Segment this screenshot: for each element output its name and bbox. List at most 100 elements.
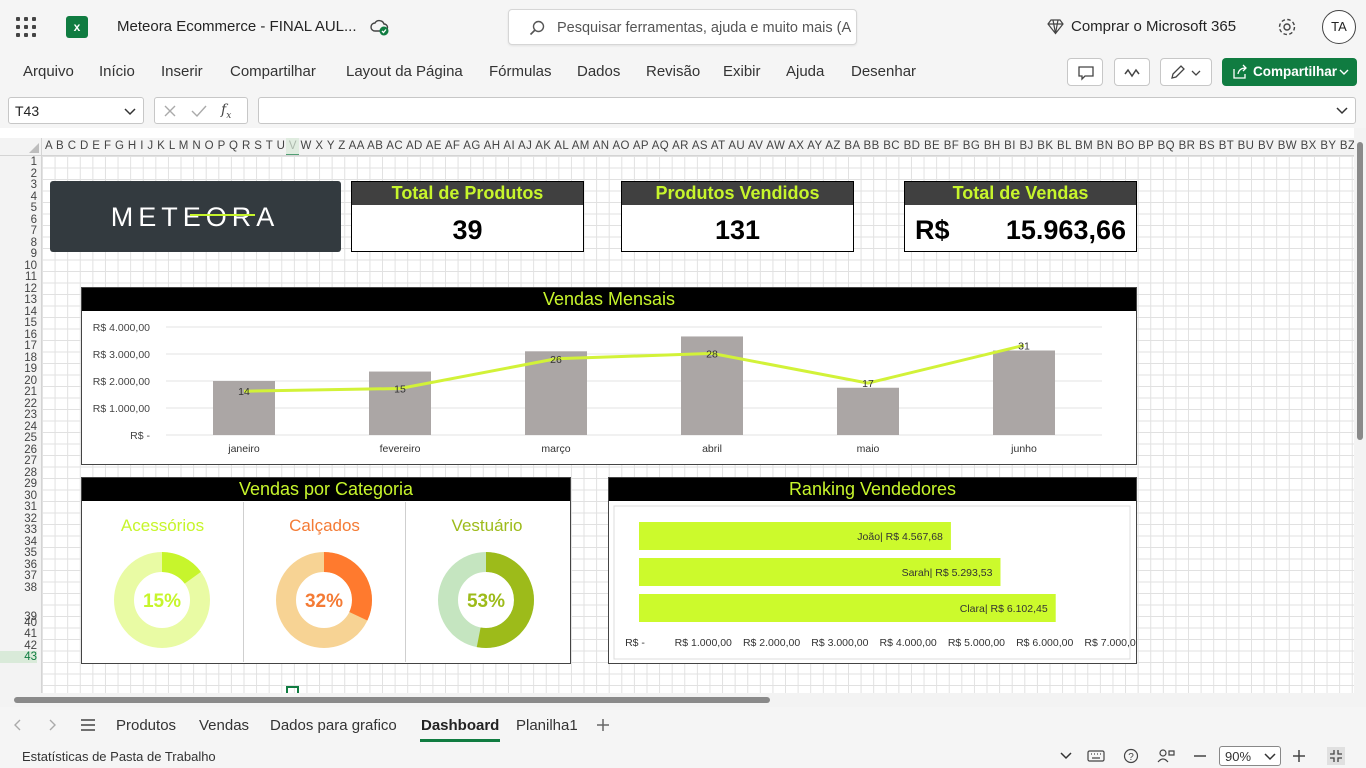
menu-dados[interactable]: Dados [577,63,621,80]
row-header[interactable]: 26 [24,443,37,456]
row-header[interactable]: 32 [24,512,37,525]
search-box[interactable] [508,9,857,45]
row-header[interactable]: 29 [24,478,37,490]
app-launcher-icon[interactable] [16,17,36,37]
add-sheet-icon[interactable] [596,718,610,732]
menu-desenhar[interactable]: Desenhar [851,63,917,80]
row-header[interactable]: 31 [24,501,37,513]
fit-to-window-icon[interactable] [1327,747,1345,765]
horizontal-scroll-thumb[interactable] [14,697,770,703]
menu-layout-da-pagina[interactable]: Layout da Página [346,63,463,80]
chart-ranking-vendedores[interactable]: Ranking Vendedores João| R$ 4.567,68 Sara… [608,477,1137,664]
document-title[interactable]: Meteora Ecommerce - FINAL AUL... [117,18,357,35]
next-sheet-icon[interactable] [46,718,58,732]
row-header[interactable]: 42 [24,639,37,652]
expand-formula-icon[interactable] [1336,106,1348,116]
row-header[interactable]: 4 [30,190,37,203]
workbook-statistics-link[interactable]: Estatísticas de Pasta de Trabalho [22,749,216,764]
feedback-icon[interactable] [1157,748,1175,764]
tab-planilha1[interactable]: Planilha1 [516,717,578,734]
row-header[interactable]: 38 [24,581,37,594]
cancel-icon[interactable] [163,104,177,118]
vertical-scrollbar[interactable] [1354,128,1366,693]
tab-produtos[interactable]: Produtos [116,717,177,734]
row-header[interactable]: 7 [30,225,37,237]
tab-dashboard[interactable]: Dashboard [419,717,501,742]
row-header[interactable]: 19 [24,363,37,375]
row-header[interactable]: 18 [24,351,37,364]
row-header[interactable]: 27 [24,455,37,467]
bar-maio[interactable] [837,387,899,435]
row-header[interactable]: 2 [30,167,37,180]
all-sheets-menu-icon[interactable] [80,718,96,732]
donut-slice[interactable] [114,552,210,648]
row-header[interactable]: 24 [24,420,37,433]
tab-dados-para-grafico[interactable]: Dados para grafico [270,717,397,734]
keyboard-icon[interactable] [1087,749,1105,763]
horizontal-scrollbar[interactable] [0,693,1366,707]
row-header[interactable]: 28 [24,466,37,479]
row-header[interactable]: 23 [24,409,37,421]
zoom-in-icon[interactable] [1292,749,1306,763]
row-header[interactable]: 12 [24,282,37,295]
row-header[interactable]: 13 [24,294,37,306]
row-header[interactable]: 22 [24,397,37,410]
bar-junho[interactable] [993,350,1055,435]
avatar[interactable]: TA [1322,10,1356,44]
menu-revisao[interactable]: Revisão [646,63,701,80]
row-header[interactable]: 10 [24,259,37,272]
row-header[interactable]: 43 [0,651,37,663]
help-icon[interactable]: ? [1123,748,1139,764]
line-series[interactable] [243,343,1025,393]
category-vestuário[interactable]: Vestuário 53% [406,502,568,662]
row-header[interactable]: 36 [24,558,37,571]
selected-cell[interactable] [286,686,299,693]
menu-arquivo[interactable]: Arquivo [23,63,74,80]
row-header[interactable]: 3 [30,179,37,191]
menu-compartilhar[interactable]: Compartilhar [230,63,316,80]
search-input[interactable] [557,18,852,38]
bar-fevereiro[interactable] [369,371,431,435]
menu-formulas[interactable]: Fórmulas [489,63,552,80]
row-header[interactable]: 30 [24,489,37,502]
zoom-out-icon[interactable] [1193,750,1207,762]
bar-clara[interactable] [639,594,1056,622]
row-header[interactable]: 37 [24,570,37,582]
row-header[interactable]: 20 [24,374,37,387]
row-header[interactable]: 25 [24,432,37,444]
menu-exibir[interactable]: Exibir [723,63,761,80]
row-header[interactable]: 17 [24,340,37,352]
activity-button[interactable] [1114,58,1150,86]
row-header[interactable]: 8 [30,236,37,249]
donut-slice[interactable] [276,552,372,648]
row-header[interactable]: 16 [24,328,37,341]
category-acessórios[interactable]: Acessórios 15% [82,502,244,662]
row-header[interactable]: 5 [30,202,37,214]
confirm-icon[interactable] [191,104,207,118]
row-header[interactable]: 1 [30,156,37,168]
chevron-down-icon[interactable] [1060,751,1072,761]
row-header[interactable]: 9 [30,248,37,260]
donut-slice[interactable] [438,552,534,648]
comments-button[interactable] [1067,58,1103,86]
row-header[interactable]: 39 [24,611,37,623]
row-header[interactable]: 6 [30,213,37,226]
category-calçados[interactable]: Calçados 32% [244,502,406,662]
share-button[interactable]: Compartilhar [1222,58,1357,86]
gear-icon[interactable] [1277,17,1297,37]
bar-sarah[interactable] [639,558,1001,586]
row-headers[interactable]: 1 2 3 4 5 6 7 8 9 10 11 12 13 14 15 16 17 18 19 20 21 22 23 24 2… [0,156,42,693]
row-header[interactable]: 33 [24,524,37,536]
menu-inicio[interactable]: Início [99,63,135,80]
menu-ajuda[interactable]: Ajuda [786,63,825,80]
row-header[interactable]: 14 [24,305,37,318]
editing-mode-button[interactable] [1160,58,1212,86]
zoom-select[interactable]: 90% [1219,746,1281,766]
bar-março[interactable] [525,351,587,435]
formula-input[interactable] [258,97,1356,124]
column-headers[interactable]: A B C D E F G H I J K L M N O P Q R S T … [0,138,1354,156]
row-header[interactable]: 40 [24,616,37,629]
row-header[interactable]: 41 [24,628,37,640]
name-box[interactable]: T43 [8,97,144,124]
vertical-scroll-thumb[interactable] [1357,142,1363,440]
